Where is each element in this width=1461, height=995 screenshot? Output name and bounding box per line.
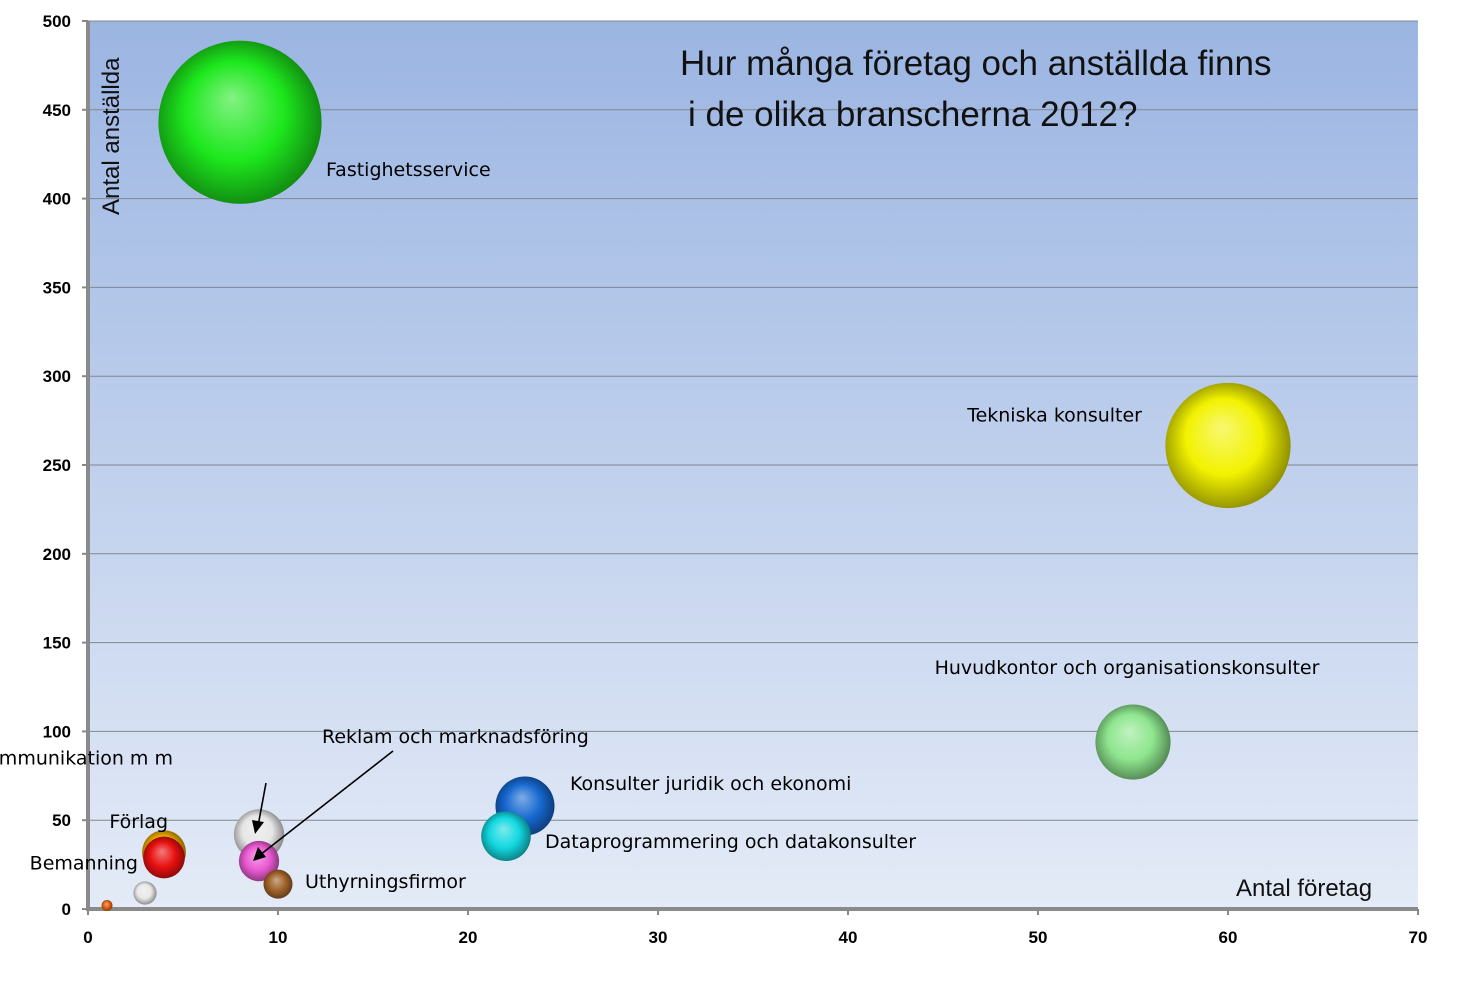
bubble-label-konsulter-juridik-och-ekonomi: Konsulter juridik och ekonomi — [570, 773, 851, 795]
bubble-dataprogrammering-och-datakonsulter — [481, 811, 531, 862]
y-tick-label-450: 450 — [43, 101, 71, 120]
y-axis-title: Antal anställda — [98, 57, 125, 215]
bubble-reklam-och-marknadsf-ring — [238, 840, 280, 882]
bubble-label-dataprogrammering-och-datakonsulter: Dataprogrammering och datakonsulter — [545, 831, 916, 853]
bubble-uthyrningsfirmor — [263, 869, 293, 899]
x-tick-label-60: 60 — [1219, 928, 1238, 947]
x-tick-label-40: 40 — [839, 928, 858, 947]
bubble-label-tekniska-konsulter: Tekniska konsulter — [966, 404, 1142, 426]
y-tick-label-500: 500 — [43, 12, 71, 31]
arrow-konsulter-kommunikation — [257, 782, 267, 827]
bubble-label-uthyrningsfirmor: Uthyrningsfirmor — [305, 871, 466, 893]
y-tick-label-200: 200 — [43, 545, 71, 564]
bubble-huvudkontor-och-organisationskonsulter — [1095, 704, 1171, 780]
axes: 0 50 100 150 200 250 300 350 400 450 500 0 10 20 30 40 5… — [43, 12, 1428, 947]
bubble-label-bemanning: Bemanning — [30, 852, 138, 874]
bubble-label-konsulter-kommunikation-m-m: Konsulter kommunikation m m — [0, 747, 173, 769]
y-tick-label-0: 0 — [62, 900, 71, 919]
x-tick-label-50: 50 — [1029, 928, 1048, 947]
chart-title-line-2: i de olika branscherna 2012? — [688, 95, 1137, 134]
y-tick-label-400: 400 — [43, 190, 71, 209]
annotations — [252, 750, 394, 861]
bubbles — [101, 40, 1291, 911]
x-tick-label-20: 20 — [459, 928, 478, 947]
y-tick-label-100: 100 — [43, 722, 71, 741]
bubble-label-f-rlag: Förlag — [109, 811, 168, 833]
bubble-unlabeled — [133, 881, 157, 905]
bubble-tekniska-konsulter — [1165, 382, 1291, 509]
bubble-label-huvudkontor-och-organisationskonsulter: Huvudkontor och organisationskonsulter — [935, 657, 1320, 679]
x-tick-label-30: 30 — [649, 928, 668, 947]
bubble-label-reklam-och-marknadsf-ring: Reklam och marknadsföring — [322, 726, 589, 748]
bubble-bemanning — [143, 836, 185, 879]
x-axis-title: Antal företag — [1236, 875, 1372, 902]
bubble-unlabeled — [101, 899, 113, 911]
y-tick-label-50: 50 — [52, 811, 71, 830]
bubble-labels: Fastighetsservice Tekniska konsulter Huvud… — [0, 159, 1320, 893]
chart-title-line-1: Hur många företag och anställda finns — [680, 44, 1271, 83]
x-tick-label-10: 10 — [269, 928, 288, 947]
y-tick-label-350: 350 — [43, 278, 71, 297]
bubble-label-fastighetsservice: Fastighetsservice — [326, 159, 491, 181]
arrowhead-reklam — [253, 847, 266, 861]
arrowhead-konsulter-kommunikation — [252, 820, 264, 834]
x-tick-label-70: 70 — [1409, 928, 1428, 947]
y-tick-label-250: 250 — [43, 456, 71, 475]
x-tick-label-0: 0 — [83, 928, 92, 947]
y-tick-label-150: 150 — [43, 634, 71, 653]
y-tick-label-300: 300 — [43, 367, 71, 386]
bubble-fastighetsservice — [158, 40, 322, 204]
arrow-reklam — [259, 750, 394, 856]
